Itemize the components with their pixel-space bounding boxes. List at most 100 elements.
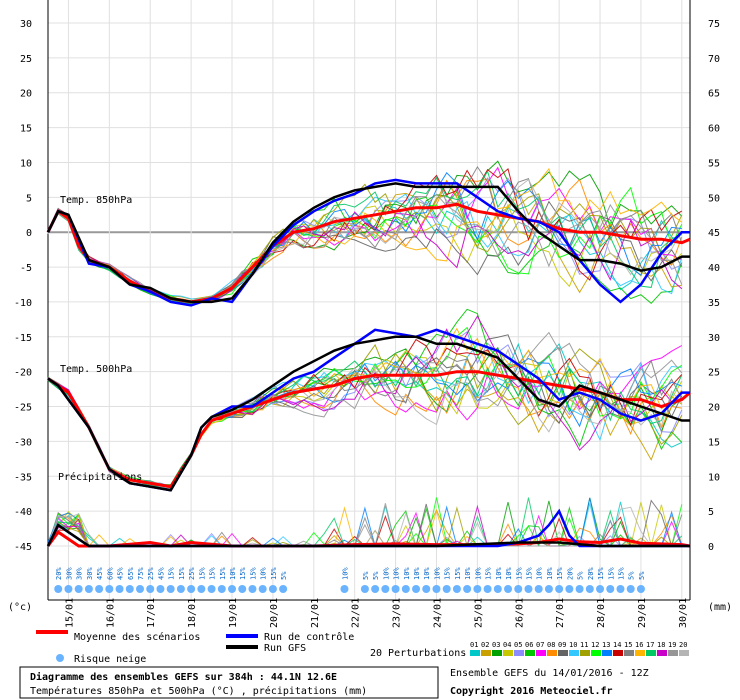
perturbation-number: 07 — [536, 641, 544, 649]
snow-icon — [391, 585, 400, 593]
legend-perturbations-label: 20 Perturbations — [370, 648, 466, 659]
perturbation-number: 03 — [492, 641, 500, 649]
snow-icon — [187, 585, 196, 593]
snow-risk-label: 30% — [76, 567, 84, 580]
snow-risk-label: 20% — [587, 567, 595, 580]
snow-risk-label: 15% — [249, 567, 257, 580]
snow-icon — [125, 585, 134, 593]
snow-icon — [575, 585, 584, 593]
footer-box — [19, 666, 439, 699]
snow-icon — [95, 585, 104, 593]
snow-icon — [596, 585, 605, 593]
plot-area — [48, 0, 690, 600]
snow-risk-label: 45% — [117, 567, 125, 580]
snow-icon — [197, 585, 206, 593]
snow-risk-label: 25% — [147, 567, 155, 580]
series-line-t850 — [46, 202, 691, 304]
snow-risk-label: 15% — [485, 567, 493, 580]
legend-mean-label: Moyenne des scénarios — [74, 631, 200, 643]
perturbation-number: 02 — [481, 641, 489, 649]
perturbation-number: 06 — [525, 641, 533, 649]
snow-risk-label: 10% — [495, 567, 503, 580]
perturbation-number: 10 — [569, 641, 577, 649]
snow-icon — [463, 585, 472, 593]
right-tick-label: 5 — [708, 507, 714, 518]
snow-risk-label: 20% — [566, 567, 574, 580]
series-line-t850 — [46, 182, 690, 304]
right-tick-label: 25 — [708, 368, 720, 379]
snow-icon — [524, 585, 533, 593]
x-tick-label: 22/01 — [351, 598, 362, 628]
right-tick-label: 15 — [708, 437, 720, 448]
perturbation-swatch — [668, 650, 678, 656]
snow-risk-label: 10% — [423, 567, 431, 580]
x-tick-label: 23/01 — [392, 598, 403, 628]
perturbation-swatch — [624, 650, 634, 656]
left-tick-label: -40 — [14, 507, 32, 518]
snow-icon — [606, 585, 615, 593]
snow-risk-label: 5% — [577, 571, 585, 580]
perturbation-number: 15 — [624, 641, 632, 649]
snow-risk-label: 45% — [157, 567, 165, 580]
snow-risk-label: 15% — [525, 567, 533, 580]
snow-risk-label: 10% — [505, 567, 513, 580]
snow-icon — [105, 585, 114, 593]
snow-risk-label: 45% — [96, 567, 104, 580]
perturbation-number: 01 — [470, 641, 478, 649]
x-tick-label: 28/01 — [596, 598, 607, 628]
snow-risk-label: 5% — [362, 571, 370, 580]
x-tick-label: 18/01 — [187, 598, 198, 628]
right-tick-label: 60 — [708, 124, 720, 135]
snow-icon — [534, 585, 543, 593]
snow-icon — [228, 585, 237, 593]
perturbation-number: 11 — [580, 641, 588, 649]
x-tick-label: 15/01 — [64, 598, 75, 628]
perturbation-number: 14 — [613, 641, 621, 649]
perturbation-swatch — [679, 650, 689, 656]
left-axis-unit: (°c) — [8, 602, 32, 613]
snow-icon — [360, 585, 369, 593]
perturbation-number: 13 — [602, 641, 610, 649]
right-tick-label: 70 — [708, 54, 720, 65]
x-tick-label: 16/01 — [105, 598, 116, 628]
snow-risk-label: 65% — [127, 567, 135, 580]
series-lines — [46, 178, 691, 548]
perturbation-number: 16 — [635, 641, 643, 649]
snow-risk-label: 10% — [474, 567, 482, 580]
perturbation-legend: 01 02 03 04 05 06 07 08 09 10 11 12 13 14 15 16 17 18 19 20 — [470, 641, 689, 656]
snow-risk-label: 15% — [607, 567, 615, 580]
right-axis-unit: (mm) — [708, 602, 732, 613]
annotation-t850: Temp. 850hPa — [60, 195, 132, 206]
snow-risk-label: 15% — [515, 567, 523, 580]
snow-icon — [217, 585, 226, 593]
legend-control-label: Run de contrôle — [264, 631, 354, 643]
snow-risk-label: 15% — [168, 567, 176, 580]
snow-risk-label: 10% — [546, 567, 554, 580]
series-line-t500 — [47, 370, 691, 489]
snow-icon — [258, 585, 267, 593]
snow-risk-label: 5% — [638, 571, 646, 580]
snow-risk-label: 5% — [372, 571, 380, 580]
snow-icon — [371, 585, 380, 593]
grid-lines — [47, 0, 691, 601]
perturbation-swatch — [646, 650, 656, 656]
snow-icon — [248, 585, 257, 593]
x-tick-label: 29/01 — [637, 598, 648, 628]
footer-run: Ensemble GEFS du 14/01/2016 - 12Z — [450, 668, 649, 679]
snow-icon — [626, 585, 635, 593]
snow-risk-band: 20% 30% 30% 30% 45% 60% 45% 65% 75% 25% 45% 15% 15% 2… — [54, 567, 646, 593]
snow-risk-label: 10% — [413, 567, 421, 580]
perturbation-number: 08 — [547, 641, 555, 649]
perturbation-number: 12 — [591, 641, 599, 649]
perturbation-swatch — [525, 650, 535, 656]
left-tick-label: -25 — [14, 403, 32, 414]
right-tick-label: 40 — [708, 263, 720, 274]
snow-icon — [483, 585, 492, 593]
perturbation-number: 09 — [558, 641, 566, 649]
left-tick-label: -20 — [14, 368, 32, 379]
snow-risk-label: 15% — [444, 567, 452, 580]
right-tick-label: 0 — [708, 542, 714, 553]
snow-risk-label: 30% — [86, 567, 94, 580]
